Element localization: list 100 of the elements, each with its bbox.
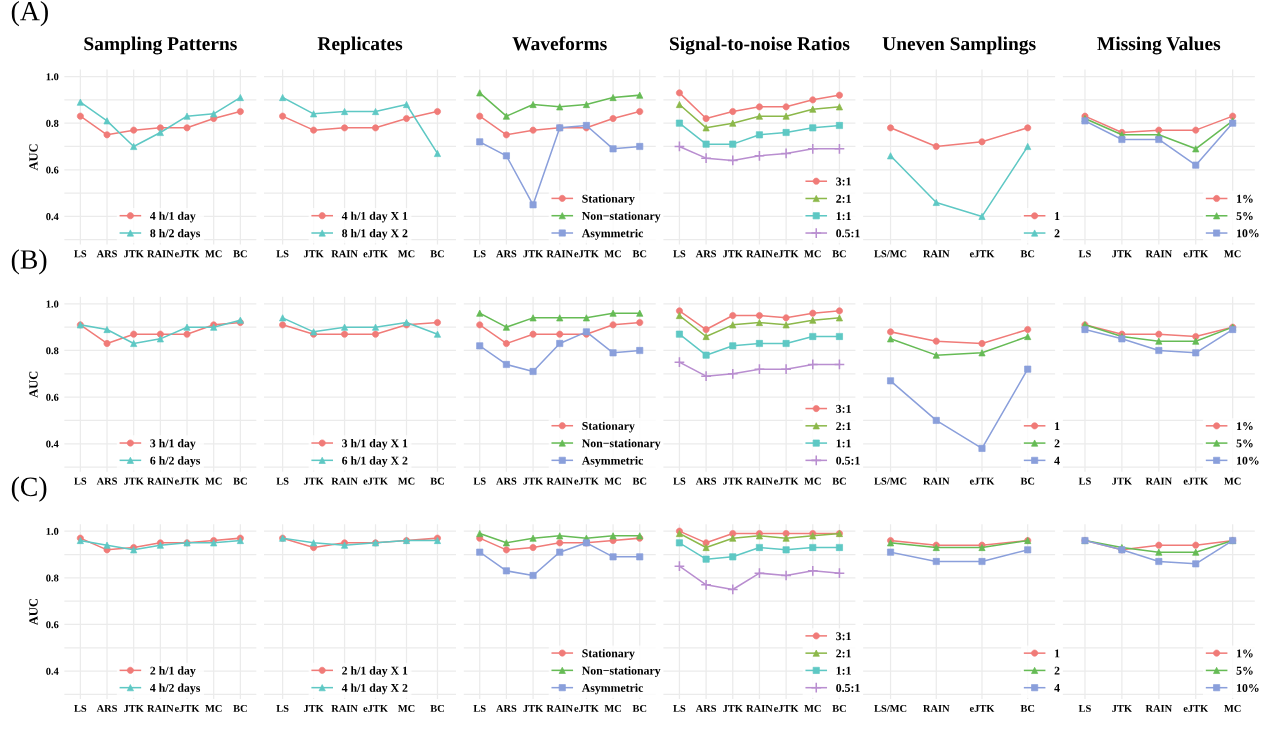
legend-label: 4 [1054,456,1060,465]
x-tick-label: MC [604,704,621,712]
x-tick-label: RAIN [1145,250,1172,258]
x-tick-label: MC [205,477,222,485]
x-tick-label: MC [804,477,821,485]
y-axis-title: AUC [29,599,38,626]
x-tick-label: eJTK [969,705,995,712]
x-tick-label: LS [473,250,486,258]
x-tick-label: JTK [723,477,743,485]
x-tick-label: MC [398,250,415,258]
legend-label: 8 h/1 day X 2 [342,228,408,240]
x-tick-label: JTK [303,250,324,258]
legend-label: Non−stationary [581,211,661,223]
chart-title: Sampling Patterns [84,36,237,55]
x-tick-label: RAIN [331,477,358,485]
y-tick-label: 0.8 [46,347,59,355]
x-tick-label: LS [74,250,87,258]
text: (A) [11,0,48,27]
x-tick-label: ARS [96,704,117,712]
chart-title: Signal-to-noise Ratios [670,36,850,55]
text: (C) [11,476,47,502]
x-tick-label: eJTK [363,250,388,258]
legend-label: 2 [1054,439,1060,448]
x-tick-label: RAIN [923,477,950,485]
x-tick-label: JTK [124,250,144,258]
x-tick-label: LS [473,477,486,485]
x-tick-label: RAIN [147,704,174,712]
legend-label: 2:1 [836,649,851,658]
x-tick-label: ARS [695,704,717,712]
chart-title: Replicates [317,36,403,55]
chart-title: Uneven Samplings [882,36,1036,55]
legend-label: 3:1 [836,632,851,641]
x-tick-label: BC [632,704,647,712]
x-tick-label: eJTK [174,477,200,485]
x-tick-label: eJTK [363,705,388,712]
legend-label: 10% [1237,683,1259,692]
x-tick-label: BC [430,250,444,258]
x-tick-label: JTK [523,705,544,712]
x-tick-label: eJTK [574,705,599,712]
legend-label: Stationary [582,194,635,206]
x-tick-label: eJTK [1183,705,1209,712]
x-tick-label: RAIN [331,250,358,258]
x-tick-label: MC [205,704,222,712]
x-tick-label: BC [430,477,444,485]
legend-label: 2 [1054,229,1060,238]
legend-label: 2 h/1 day [150,666,196,678]
x-tick-label: LS [1078,250,1091,258]
legend-label: 3 h/1 day X 1 [342,438,408,450]
legend-label: 4 h/1 day X 1 [341,211,408,223]
x-tick-label: RAIN [746,250,773,258]
x-tick-label: JTK [723,250,743,258]
x-tick-label: ARS [496,704,517,712]
x-tick-label: eJTK [774,705,799,712]
x-tick-label: ARS [496,250,517,258]
legend-label: Non−stationary [581,666,661,678]
x-tick-label: LS [74,704,87,712]
x-tick-label: LS [673,250,686,258]
y-tick-label: 0.6 [46,166,59,174]
x-tick-label: LS [74,477,87,485]
x-tick-label: eJTK [774,250,799,258]
legend-label: Asymmetric [581,228,644,240]
x-tick-label: ARS [96,250,117,258]
x-tick-label: RAIN [923,250,950,258]
x-tick-label: RAIN [923,704,950,712]
x-tick-label: BC [1020,250,1035,258]
x-tick-label: BC [430,704,444,712]
legend-label: Asymmetric [581,683,644,695]
legend-label: 8 h/2 days [150,228,201,240]
x-tick-label: eJTK [774,477,799,485]
legend-label: 0.5:1 [836,456,860,465]
legend-label: 1 [1055,422,1060,430]
x-tick-label: JTK [124,705,144,712]
legend-label: 6 h/2 days [150,456,201,468]
x-tick-label: eJTK [969,477,995,485]
x-tick-label: JTK [303,705,324,712]
legend-label: 1:1 [836,439,851,448]
x-tick-label: BC [1020,704,1035,712]
legend-label: 4 h/1 day X 2 [341,683,408,695]
x-tick-label: ARS [96,477,117,485]
legend-label: 5% [1236,439,1253,448]
legend-label: 10% [1237,456,1259,465]
x-tick-label: BC [233,477,247,485]
x-tick-label: eJTK [1183,250,1209,258]
x-tick-label: LS [276,704,289,712]
legend-label: 0.5:1 [836,683,860,692]
x-tick-label: BC [832,477,846,485]
y-tick-label: 0.4 [46,213,59,221]
x-tick-label: MC [1224,477,1241,485]
y-tick-label: 0.6 [46,621,59,629]
legend-label: Stationary [582,421,635,433]
y-tick-label: 1.0 [46,73,59,81]
x-tick-label: RAIN [546,477,573,485]
x-tick-label: JTK [1112,250,1132,258]
legend-label: 1:1 [836,666,851,675]
x-tick-label: RAIN [147,477,174,485]
legend-label: 3:1 [836,177,851,186]
x-tick-label: MC [604,250,621,258]
x-tick-label: JTK [1112,705,1132,712]
legend-label: 1% [1237,649,1253,658]
x-tick-label: LS/MC [874,250,907,258]
